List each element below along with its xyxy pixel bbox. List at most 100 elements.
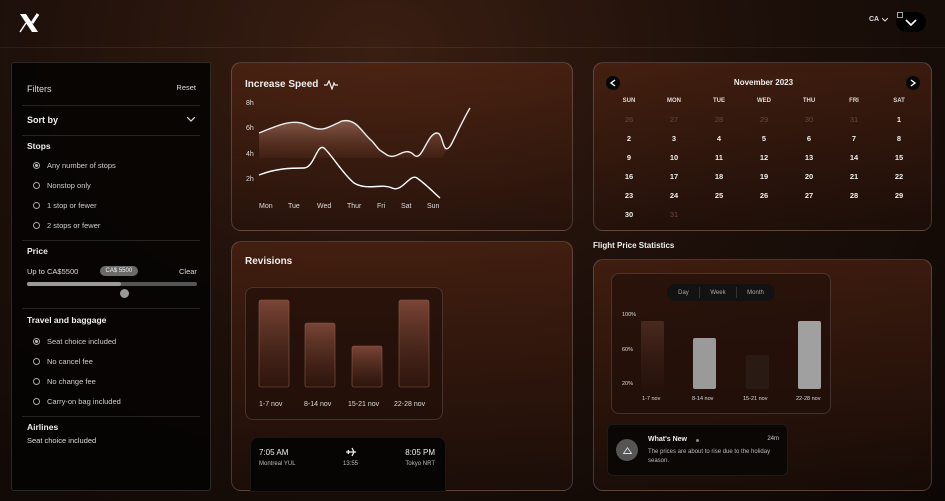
calendar-day[interactable]: 3	[671, 134, 677, 143]
divider	[699, 287, 701, 298]
calendar-day[interactable]: 26	[759, 191, 769, 200]
radio-option[interactable]: 1 stop or fewer	[33, 201, 97, 210]
calendar-day[interactable]: 31	[669, 210, 679, 219]
price-slider[interactable]	[27, 282, 197, 286]
calendar-day[interactable]: 21	[849, 172, 859, 181]
flight-card[interactable]: 7:05 AM Montreal YUL 13:55 8:05 PM Tokyo…	[250, 437, 446, 492]
calendar-day[interactable]: 30	[804, 115, 814, 124]
calendar-day[interactable]: 12	[759, 153, 769, 162]
revision-bar	[398, 299, 430, 388]
calendar-day[interactable]: 20	[804, 172, 814, 181]
divider	[22, 105, 200, 106]
calendar-day[interactable]: 18	[714, 172, 724, 181]
radio-option[interactable]: Seat choice included	[33, 337, 116, 346]
weekday-label: FRI	[849, 98, 859, 104]
chevron-down-icon	[905, 18, 917, 26]
y-tick: 6h	[246, 125, 254, 132]
divider	[22, 416, 200, 417]
filters-panel: Filters Reset Sort by Stops Any number o…	[11, 62, 211, 491]
calendar-day[interactable]: 22	[894, 172, 904, 181]
calendar-day[interactable]: 6	[806, 134, 812, 143]
depart-place: Montreal YUL	[259, 461, 296, 467]
stats-bar	[798, 321, 821, 389]
calendar-day[interactable]: 29	[759, 115, 769, 124]
chevron-down-icon[interactable]	[187, 117, 195, 122]
chevron-down-icon	[882, 17, 889, 22]
revision-bar	[304, 322, 336, 388]
radio-option[interactable]: Nonstop only	[33, 181, 91, 190]
calendar-day[interactable]: 16	[624, 172, 634, 181]
calendar-day[interactable]: 24	[669, 191, 679, 200]
radio-icon[interactable]	[33, 162, 40, 169]
divider	[22, 308, 200, 309]
calendar-day[interactable]: 15	[894, 153, 904, 162]
speed-line-upper	[258, 107, 471, 158]
calendar-day[interactable]: 11	[715, 153, 723, 162]
radio-icon[interactable]	[33, 182, 40, 189]
notification-icon[interactable]	[897, 12, 903, 18]
radio-icon[interactable]	[33, 222, 40, 229]
x-tick: Sat	[401, 203, 412, 210]
radio-option[interactable]: No cancel fee	[33, 357, 93, 366]
calendar-day[interactable]: 5	[761, 134, 767, 143]
calendar-day[interactable]: 13	[804, 153, 814, 162]
calendar-day[interactable]: 29	[894, 191, 904, 200]
radio-icon[interactable]	[33, 202, 40, 209]
calendar-day[interactable]: 28	[849, 191, 859, 200]
reset-button[interactable]: Reset	[176, 83, 196, 92]
price-heading: Price	[27, 246, 48, 256]
menu-button[interactable]	[896, 12, 926, 32]
calendar-day[interactable]: 14	[849, 153, 859, 162]
calendar-day[interactable]: 26	[624, 115, 634, 124]
price-clear-button[interactable]: Clear	[179, 267, 197, 276]
calendar-day[interactable]: 23	[624, 191, 634, 200]
calendar-day[interactable]: 28	[714, 115, 724, 124]
calendar-day[interactable]: 19	[759, 172, 769, 181]
logo-icon[interactable]	[18, 12, 40, 34]
calendar-day[interactable]: 27	[804, 191, 814, 200]
tab-month[interactable]: Month	[747, 289, 764, 296]
stats-bar	[746, 355, 769, 389]
stats-title: Flight Price Statistics	[593, 241, 675, 250]
calendar-day[interactable]: 17	[669, 172, 679, 181]
country-selector[interactable]: CA	[869, 16, 889, 23]
radio-option[interactable]: No change fee	[33, 377, 96, 386]
radio-icon[interactable]	[33, 378, 40, 385]
calendar-day[interactable]: 7	[851, 134, 857, 143]
weekday-label: SUN	[622, 98, 636, 104]
arrive-place: Tokyo NRT	[405, 461, 435, 467]
calendar-day[interactable]: 4	[716, 134, 722, 143]
revisions-bars	[258, 299, 430, 388]
calendar-day[interactable]: 27	[669, 115, 679, 124]
whats-new-card[interactable]: What's New 24m The prices are about to r…	[607, 424, 788, 476]
calendar-day[interactable]: 1	[896, 115, 902, 124]
calendar-day[interactable]: 30	[624, 210, 634, 219]
calendar-day[interactable]: 8	[896, 134, 902, 143]
calendar-day[interactable]: 9	[626, 153, 632, 162]
radio-option[interactable]: 2 stops or fewer	[33, 221, 100, 230]
radio-icon[interactable]	[33, 358, 40, 365]
radio-option[interactable]: Carry-on bag included	[33, 397, 121, 406]
airlines-value: Seat choice included	[27, 436, 97, 445]
top-bar: CA	[0, 0, 945, 48]
calendar-day[interactable]: 25	[714, 191, 724, 200]
tab-day[interactable]: Day	[678, 289, 689, 296]
price-slider-handle[interactable]	[119, 289, 129, 298]
weekday-label: WED	[757, 98, 771, 104]
radio-icon[interactable]	[33, 398, 40, 405]
calendar-day[interactable]: 2	[626, 134, 632, 143]
dot-icon	[696, 439, 699, 442]
radio-icon[interactable]	[33, 338, 40, 345]
radio-option[interactable]: Any number of stops	[33, 161, 116, 170]
next-month-button[interactable]	[906, 76, 920, 90]
stats-bar	[641, 321, 664, 389]
calendar-day[interactable]: 10	[669, 153, 679, 162]
increase-speed-title: Increase Speed	[245, 79, 319, 90]
bar-label: 8-14 nov	[304, 401, 332, 408]
sort-by-dropdown[interactable]: Sort by	[27, 115, 59, 125]
tab-week[interactable]: Week	[710, 289, 726, 296]
stats-bar-label: 8-14 nov	[692, 396, 714, 402]
prev-month-button[interactable]	[606, 76, 620, 90]
calendar-day[interactable]: 31	[849, 115, 859, 124]
divider	[735, 287, 737, 298]
